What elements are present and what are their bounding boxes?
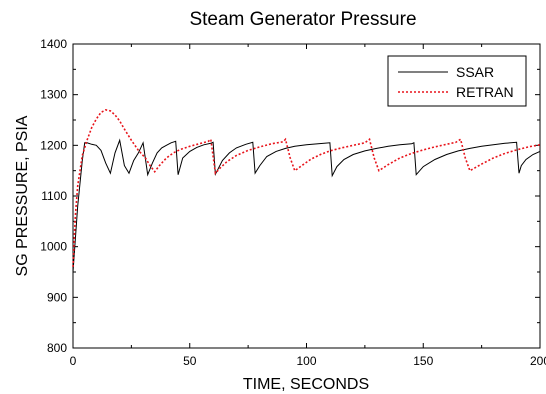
series-line-retran: [72, 109, 541, 267]
x-tick-label: 150: [413, 354, 433, 368]
x-tick-label: 50: [183, 354, 197, 368]
legend-label-ssar: SSAR: [456, 64, 494, 80]
y-tick-label: 900: [47, 290, 67, 304]
y-tick-label: 1200: [40, 138, 67, 152]
x-tick-label: 200: [530, 354, 546, 368]
y-tick-label: 800: [47, 341, 67, 355]
y-tick-label: 1300: [40, 88, 67, 102]
plot-area: 0 50 100 150 200 800 900 1000 1100 1200 1300 1400: [40, 37, 546, 368]
legend: SSAR RETRAN: [387, 55, 527, 107]
x-tick-label: 0: [70, 354, 77, 368]
y-tick-label: 1100: [41, 189, 67, 203]
y-tick-label: 1400: [40, 37, 67, 51]
y-tick-label: 1000: [40, 240, 67, 254]
chart-title: Steam Generator Pressure: [189, 9, 416, 30]
legend-box: [387, 55, 527, 107]
legend-label-retran: RETRAN: [456, 84, 514, 100]
series-line-ssar: [72, 138, 541, 273]
y-axis-label: SG PRESSURE, PSIA: [14, 115, 31, 276]
x-axis-label: TIME, SECONDS: [243, 376, 369, 393]
x-tick-label: 100: [296, 354, 316, 368]
